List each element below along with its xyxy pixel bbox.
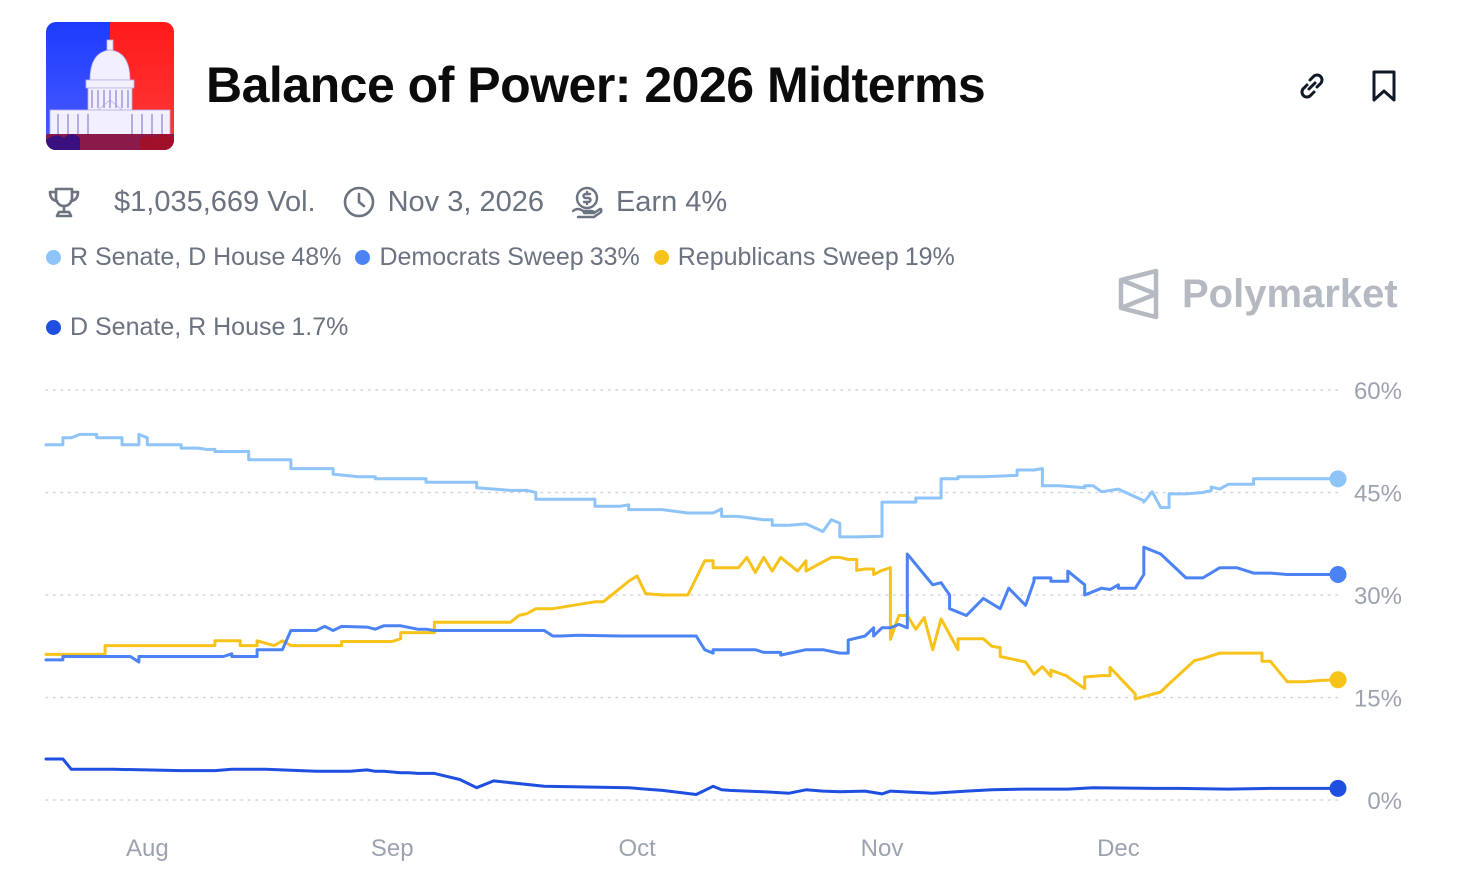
trophy-icon (48, 187, 80, 218)
series-end-marker (1329, 671, 1347, 689)
legend-label: Republicans Sweep (677, 242, 899, 271)
coin-reward-icon (571, 186, 603, 219)
legend-percent: 48% (291, 242, 342, 271)
link-icon (1300, 73, 1324, 99)
earn-stat[interactable]: Earn 4% (570, 185, 727, 219)
copy-link-button[interactable] (1290, 64, 1334, 108)
end-date-stat: Nov 3, 2026 (342, 185, 544, 219)
y-tick-label: 15% (1354, 686, 1402, 713)
market-meta: $1,035,669 Vol. Nov 3, 2026 Earn 4% (46, 182, 727, 222)
legend-item[interactable]: R Senate, D House 48% (46, 242, 342, 271)
x-tick-label: Nov (861, 835, 904, 862)
series-end-marker (1329, 470, 1347, 488)
series-end-marker (1329, 779, 1347, 797)
earn-text: Earn 4% (615, 185, 728, 218)
brand-name: Polymarket (1182, 271, 1398, 316)
market-image (46, 22, 174, 150)
legend-label: R Senate, D House (70, 242, 286, 271)
polymarket-watermark: Polymarket (1116, 268, 1398, 320)
legend-percent: 1.7% (291, 312, 349, 341)
legend-percent: 19% (904, 242, 955, 271)
series-line (44, 432, 1340, 539)
x-tick-label: Dec (1097, 835, 1140, 862)
clock-icon (343, 186, 374, 218)
volume-stat: $1,035,669 Vol. (46, 184, 316, 220)
legend-percent: 33% (589, 242, 640, 271)
legend-item[interactable]: Democrats Sweep 33% (355, 242, 640, 271)
end-date-text: Nov 3, 2026 (387, 185, 544, 218)
y-axis-ticks: 0% 15% 30% 45% 60% (1354, 378, 1402, 815)
legend-label: D Senate, R House (70, 312, 286, 341)
y-tick-label: 45% (1354, 481, 1402, 508)
x-tick-label: Sep (371, 835, 414, 862)
bookmark-button[interactable] (1362, 64, 1406, 108)
legend-label: Democrats Sweep (379, 242, 584, 271)
legend-dot (355, 249, 371, 265)
x-axis-ticks: Aug Sep Oct Nov Dec (126, 835, 1140, 862)
series-end-marker (1329, 566, 1347, 583)
y-tick-label: 30% (1354, 583, 1402, 610)
volume-text: $1,035,669 Vol. (114, 185, 316, 218)
market-title: Balance of Power: 2026 Midterms (206, 57, 986, 113)
series-line (44, 545, 1340, 664)
legend-dot (653, 249, 669, 265)
legend-item[interactable]: Republicans Sweep 19% (653, 242, 955, 271)
chart-legend: R Senate, D House 48% Democrats Sweep 33% Re… (46, 242, 1066, 341)
capitol-building-icon (46, 22, 174, 150)
y-tick-label: 60% (1354, 378, 1402, 405)
price-history-chart[interactable]: 0% 15% 30% 45% 60% Aug Sep Oct Nov Dec (0, 340, 1460, 880)
bookmark-icon (1372, 70, 1396, 102)
chart-series (44, 432, 1347, 797)
chart-gridlines (45, 389, 1339, 801)
x-tick-label: Oct (618, 835, 656, 862)
polymarket-logo-icon (1118, 268, 1159, 320)
y-tick-label: 0% (1367, 788, 1402, 815)
legend-dot (46, 319, 61, 335)
series-line (44, 757, 1340, 796)
series-line (44, 555, 1340, 701)
x-tick-label: Aug (126, 835, 169, 862)
legend-item[interactable]: D Senate, R House 1.7% (46, 312, 349, 341)
legend-dot (46, 249, 61, 265)
